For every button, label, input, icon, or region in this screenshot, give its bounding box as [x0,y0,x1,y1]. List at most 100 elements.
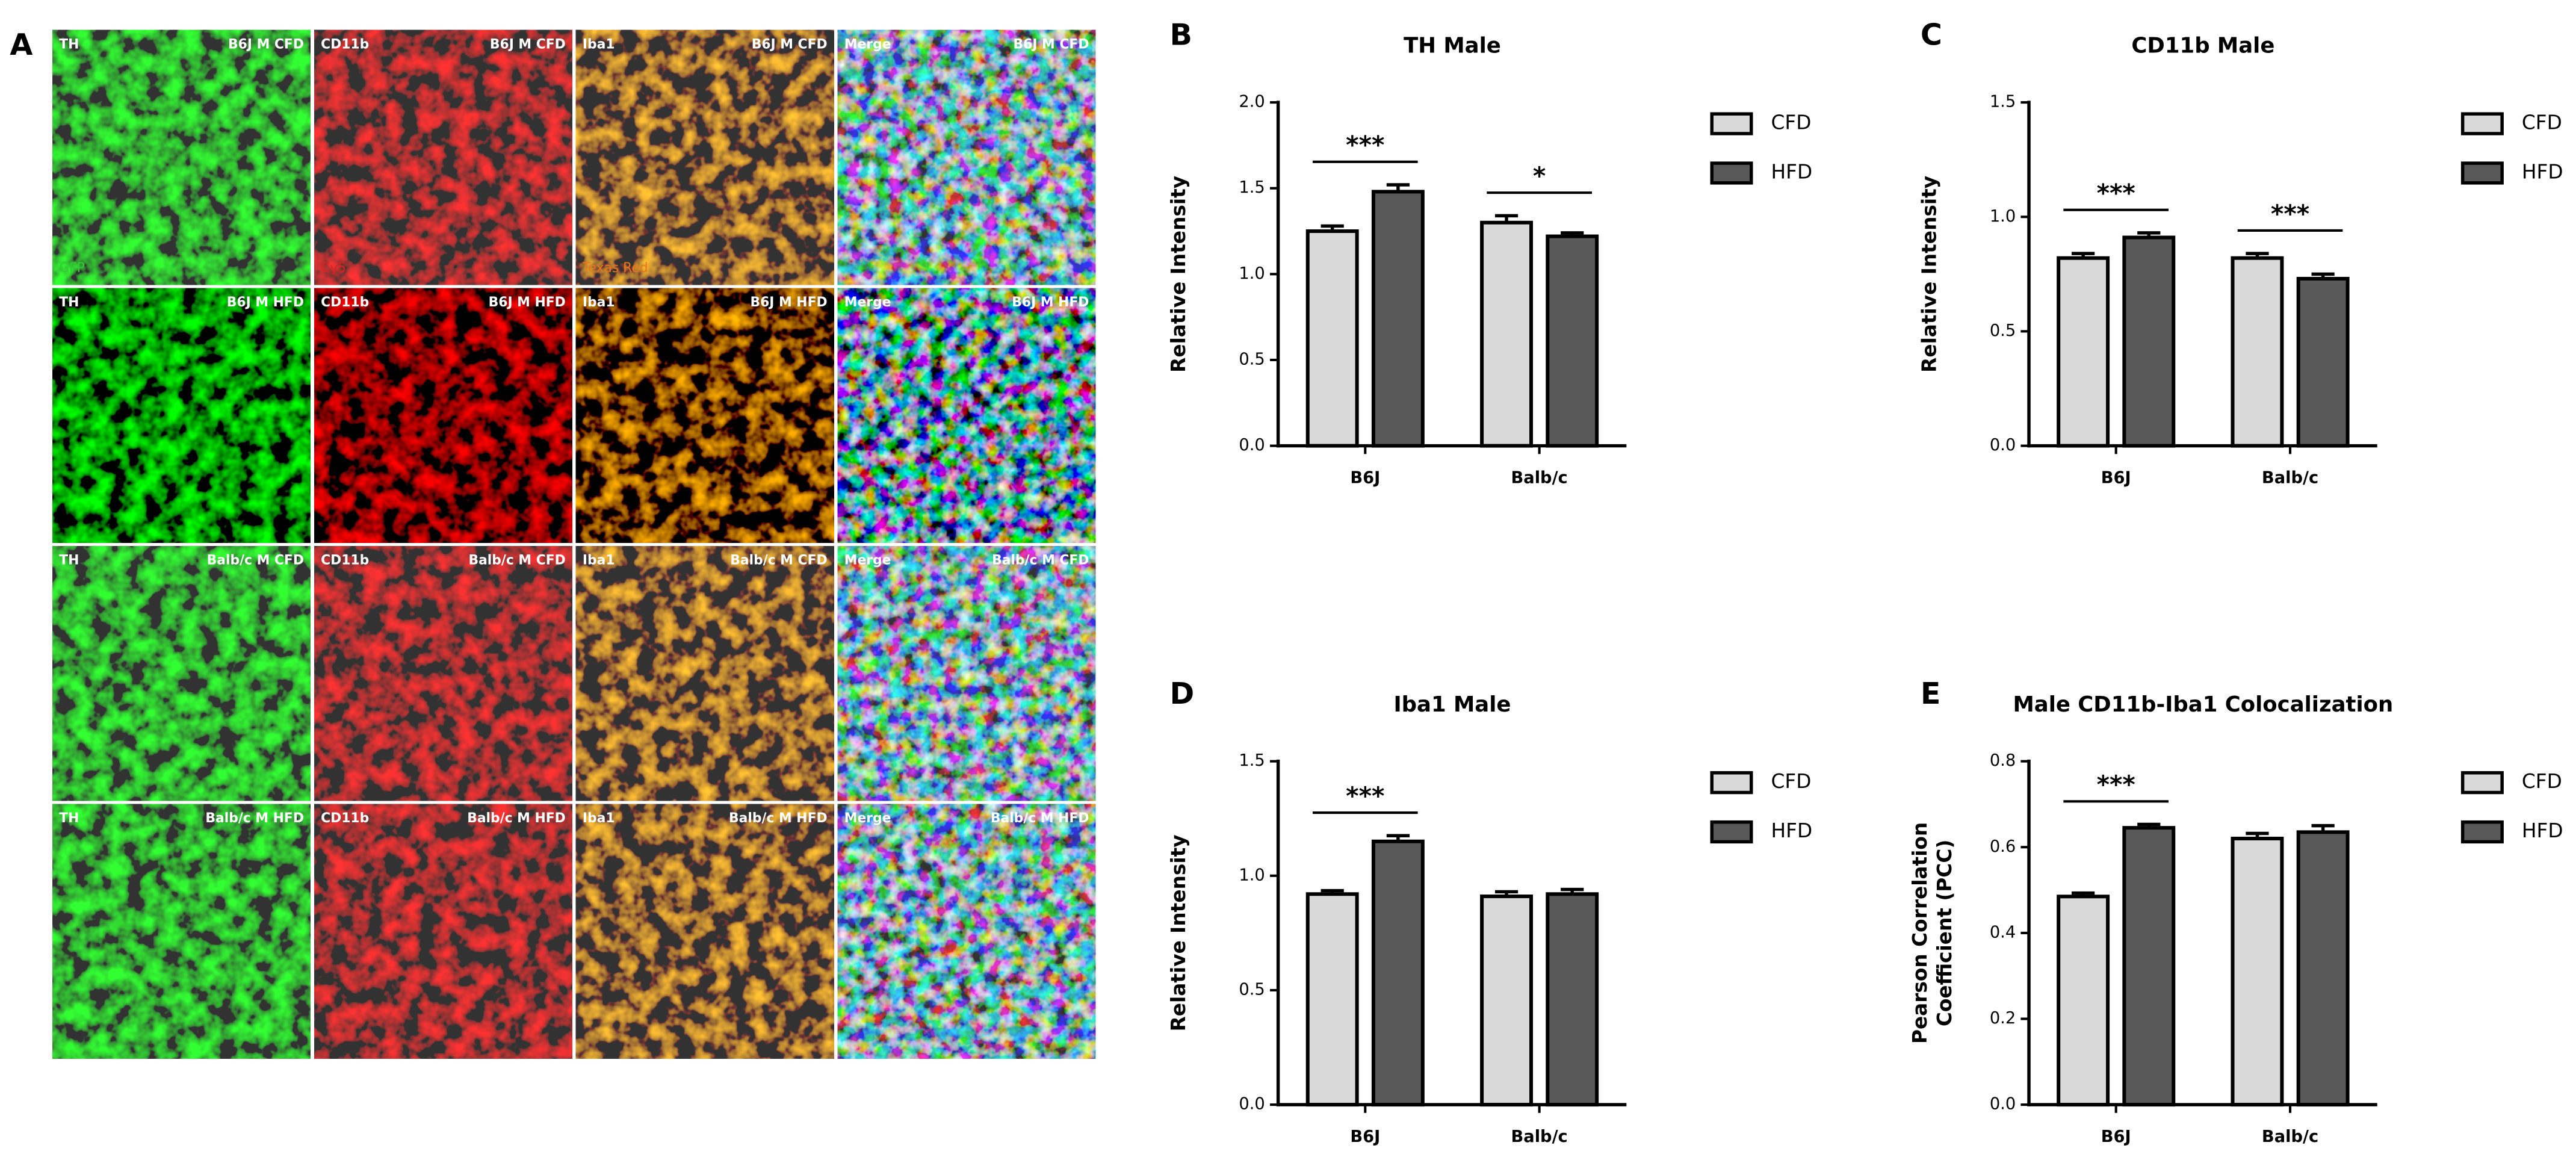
x-tick-label: Balb/c [1511,1127,1568,1146]
y-tick-label: 0.6 [1990,837,2016,856]
micrograph [314,546,572,801]
legend-label: CFD [1771,770,1812,793]
y-axis-label: Relative Intensity [1167,834,1190,1031]
x-tick-label: Balb/c [2262,469,2318,488]
condition-label: B6J M HFD [750,295,827,310]
stain-label: TH [59,811,79,826]
bar [2231,256,2284,448]
stain-label: TH [59,295,79,310]
error-bar [2246,831,2269,839]
bar [2296,830,2350,1107]
legend-swatch [1710,112,1753,135]
micrograph [837,804,1096,1059]
micrograph [837,288,1096,543]
stain-label: Iba1 [583,553,615,568]
error-bar [1561,231,1584,237]
significance-label: *** [2271,199,2309,228]
bar [1546,892,1599,1107]
micrograph [314,29,572,285]
micrograph [837,29,1096,285]
stain-label: CD11b [321,295,369,310]
significance-label: *** [1346,781,1384,810]
y-axis-label: Coefficient (PCC) [1933,840,1956,1027]
x-tick-label: B6J [1350,1127,1380,1146]
legend-label: HFD [1771,160,1813,183]
bar [2057,895,2110,1107]
micrograph [575,804,834,1059]
y-tick-label: 0.8 [1990,751,2016,770]
error-bar [1561,887,1584,895]
legend-label: HFD [2522,819,2563,842]
legend-label: CFD [2522,111,2562,134]
condition-label: Balb/c M HFD [991,811,1089,826]
micrograph [314,804,572,1059]
y-tick-label: 1.5 [1239,751,1265,770]
condition-label: B6J M HFD [1012,295,1089,310]
micrograph [52,288,311,543]
legend-swatch [1710,161,1753,185]
stain-label: TH [59,37,79,52]
y-axis-label: Relative Intensity [1918,176,1940,373]
legend-swatch [2460,112,2504,135]
y-tick-label: 1.5 [1239,178,1265,197]
bar [2122,235,2176,448]
condition-label: B6J M CFD [752,37,828,52]
bar [1371,839,1425,1107]
bar [2057,256,2110,448]
micrograph [314,288,572,543]
panel-label: A [10,27,33,62]
y-tick-label: 0.0 [1239,436,1265,454]
y-tick-label: 0.5 [1239,350,1265,368]
x-tick-label: Balb/c [2262,1127,2318,1146]
y-tick-label: 0.5 [1239,980,1265,999]
legend-label: CFD [1771,111,1812,134]
error-bar [1386,834,1410,842]
chart-title: Male CD11b-Iba1 Colocalization [2013,692,2393,717]
stain-label: CD11b [321,811,369,826]
condition-label: Balb/c M CFD [468,553,565,568]
bar [1546,234,1599,448]
significance-label: *** [1346,131,1384,160]
error-bar [1321,224,1344,232]
significance-label: *** [2097,771,2135,799]
condition-label: Balb/c M HFD [467,811,566,826]
error-bar [2311,823,2335,833]
legend-swatch [2460,771,2504,795]
significance-label: * [1533,162,1546,191]
y-tick-label: 0.2 [1990,1009,2016,1028]
micrograph [52,546,311,801]
error-bar [2246,252,2269,258]
legend-swatch [1710,771,1753,795]
condition-label: B6J M CFD [1014,37,1089,52]
bar [1371,190,1425,448]
micrograph [837,546,1096,801]
y-axis-label: Relative Intensity [1167,176,1190,373]
chart-title: TH Male [1404,33,1501,58]
y-tick-label: 2.0 [1239,93,1265,111]
chart-title: Iba1 Male [1393,692,1511,717]
stain-label: Merge [844,295,891,310]
micrograph [575,29,834,285]
bar [1480,220,1533,448]
error-bar [2137,822,2161,828]
stain-label: CD11b [321,37,369,52]
legend-label: HFD [1771,819,1813,842]
y-tick-label: 1.0 [1990,207,2016,226]
error-bar [2072,252,2095,258]
stain-label: CD11b [321,553,369,568]
y-tick-label: 0.0 [1239,1095,1265,1114]
error-bar [1494,890,1519,897]
y-tick-label: 1.5 [1990,93,2016,111]
y-tick-label: 0.4 [1990,923,2016,941]
panel-label: B [1169,17,1192,52]
bar [1305,892,1359,1107]
condition-label: Balb/c M HFD [205,811,304,826]
legend-label: HFD [2522,160,2563,183]
micrograph [52,29,311,285]
stain-label: TH [59,553,79,568]
y-tick-label: 1.0 [1239,866,1265,884]
panel-label: C [1921,17,1942,52]
bar [2122,826,2176,1107]
